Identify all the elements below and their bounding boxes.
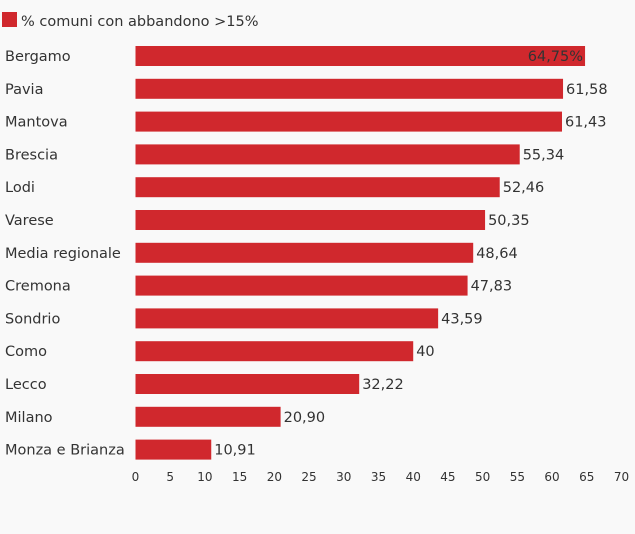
value-label: 61,43: [565, 115, 607, 131]
x-tick-label: 70: [614, 470, 629, 484]
value-label: 32,22: [362, 377, 404, 393]
value-label: 61,58: [566, 82, 608, 98]
legend-swatch: [2, 12, 17, 27]
x-tick-label: 10: [197, 470, 212, 484]
category-label: Sondrio: [5, 311, 60, 327]
bar: [135, 78, 564, 99]
bar: [135, 275, 468, 296]
category-labels: Bergamo Pavia Mantova Brescia Lodi Varese Medi…: [5, 49, 125, 459]
value-label: 48,64: [476, 246, 518, 262]
x-tick-label: 25: [301, 470, 316, 484]
x-tick-label: 45: [440, 470, 455, 484]
x-tick-label: 50: [475, 470, 490, 484]
x-tick-label: 30: [336, 470, 351, 484]
bar: [135, 439, 212, 460]
category-label: Media regionale: [5, 246, 121, 262]
category-label: Cremona: [5, 279, 71, 295]
bar: [135, 374, 360, 394]
value-label: 47,83: [471, 279, 513, 295]
value-label: 55,34: [523, 147, 565, 163]
bar: [135, 111, 562, 132]
x-axis-ticks: 0 5 10 15 20 25 30 35 40 45 50 55 60 65 70: [132, 470, 629, 484]
bar: [135, 341, 414, 362]
legend: % comuni con abbandono >15%: [2, 12, 259, 30]
value-label: 52,46: [503, 180, 545, 196]
x-tick-label: 60: [544, 470, 559, 484]
bar: [135, 406, 281, 427]
value-label: 40: [416, 344, 434, 360]
category-label: Lecco: [5, 377, 47, 393]
x-tick-label: 35: [371, 470, 386, 484]
category-label: Lodi: [5, 180, 35, 196]
value-label: 64,75%: [528, 49, 583, 65]
value-label: 20,90: [284, 410, 326, 426]
bar: [135, 177, 500, 198]
bar: [135, 210, 486, 230]
value-label: 50,35: [488, 213, 530, 229]
value-label: 10,91: [214, 443, 256, 459]
value-label: 43,59: [441, 311, 483, 327]
category-label: Como: [5, 344, 47, 360]
x-tick-label: 0: [132, 470, 140, 484]
bars: [135, 46, 586, 460]
x-tick-label: 65: [579, 470, 594, 484]
x-tick-label: 15: [232, 470, 247, 484]
x-tick-label: 20: [267, 470, 282, 484]
category-label: Monza e Brianza: [5, 443, 125, 459]
legend-label: % comuni con abbandono >15%: [21, 14, 259, 30]
bar: [135, 46, 586, 66]
category-label: Brescia: [5, 147, 58, 163]
category-label: Milano: [5, 410, 53, 426]
category-label: Pavia: [5, 82, 43, 98]
x-tick-label: 55: [510, 470, 525, 484]
bar: [135, 144, 520, 165]
category-label: Bergamo: [5, 49, 71, 65]
category-label: Varese: [5, 213, 54, 229]
x-tick-label: 40: [406, 470, 421, 484]
x-tick-label: 5: [166, 470, 174, 484]
category-label: Mantova: [5, 115, 68, 131]
bar: [135, 308, 439, 329]
bar: [135, 242, 474, 263]
